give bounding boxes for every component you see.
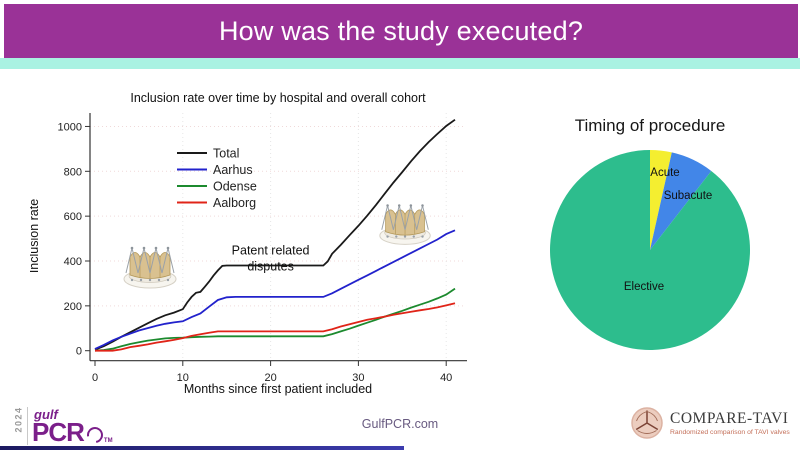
svg-text:800: 800 bbox=[64, 166, 82, 178]
compare-tavi-valve-icon bbox=[631, 407, 663, 439]
gulfpcr-logo-main: gulf PCR TM bbox=[32, 406, 113, 447]
svg-text:40: 40 bbox=[440, 372, 452, 384]
svg-text:0: 0 bbox=[92, 372, 98, 384]
series-line-aarhus bbox=[94, 229, 456, 350]
pie-chart-title: Timing of procedure bbox=[574, 116, 726, 135]
bottom-accent-bar bbox=[0, 446, 404, 450]
compare-tavi-subtitle: Randomized comparison of TAVI valves bbox=[670, 428, 790, 436]
gulfpcr-ring-icon bbox=[83, 424, 107, 447]
pie-label-acute: Acute bbox=[650, 167, 679, 179]
svg-text:30: 30 bbox=[352, 372, 364, 384]
svg-text:10: 10 bbox=[177, 372, 189, 384]
gulfpcr-logo-divider bbox=[27, 407, 28, 445]
grid-lines bbox=[90, 113, 466, 361]
svg-text:20: 20 bbox=[264, 372, 276, 384]
svg-text:200: 200 bbox=[64, 301, 82, 313]
tavi-valve-image-left bbox=[123, 246, 177, 289]
legend-label-total: Total bbox=[213, 147, 239, 161]
gulfpcr-logo: 2024 gulf PCR TM bbox=[12, 404, 113, 448]
svg-text:disputes: disputes bbox=[247, 259, 294, 273]
slide-title: How was the study executed? bbox=[218, 15, 584, 46]
pie-slice-acute bbox=[650, 150, 672, 250]
compare-tavi-text-block: COMPARE-TAVI Randomized comparison of TA… bbox=[670, 410, 790, 435]
pie-slice-subacute bbox=[650, 152, 712, 250]
legend-label-aarhus: Aarhus bbox=[213, 163, 253, 177]
legend-label-aalborg: Aalborg bbox=[213, 196, 256, 210]
gulfpcr-pcr-row: PCR TM bbox=[32, 416, 113, 447]
tavi-valve-image-right bbox=[379, 204, 431, 245]
compare-tavi-name: COMPARE-TAVI bbox=[670, 410, 789, 428]
line-chart-canvas: 0 10 20 30 4002004006008001000TotalAarhusOde… bbox=[27, 91, 467, 396]
svg-text:400: 400 bbox=[64, 256, 82, 268]
gulfpcr-gulf-text: gulf bbox=[34, 406, 58, 422]
svg-text:Patent related: Patent related bbox=[232, 243, 310, 257]
annotation-patent-disputes: Patent related disputes bbox=[232, 243, 310, 273]
series-line-odense bbox=[94, 287, 456, 352]
legend-label-odense: Odense bbox=[213, 180, 257, 194]
series-line-total bbox=[94, 118, 456, 351]
compare-tavi-logo: COMPARE-TAVI Randomized comparison of TA… bbox=[630, 406, 790, 440]
pie-label-subacute: Subacute bbox=[664, 190, 713, 202]
gulfpcr-website-text: GulfPCR.com bbox=[361, 417, 439, 431]
pie-label-elective: Elective bbox=[624, 281, 664, 293]
inclusion-rate-line-chart: 0 10 20 30 40 0 200 400 600 800 1000 Total Aarhus Ode… bbox=[27, 85, 500, 403]
header-bar: How was the study executed? bbox=[4, 4, 798, 58]
svg-text:1000: 1000 bbox=[58, 121, 82, 133]
gulfpcr-trademark-text: TM bbox=[103, 438, 113, 445]
series-line-aalborg bbox=[95, 302, 456, 352]
legend: Total Aarhus Odense Aalborg bbox=[177, 147, 257, 210]
pie-chart-canvas: Acute Subacute Elective bbox=[550, 150, 751, 350]
svg-text:0: 0 bbox=[76, 346, 82, 358]
x-axis-label: Months since first patient included bbox=[184, 382, 372, 396]
gulfpcr-pcr-text: PCR bbox=[32, 416, 85, 447]
svg-text:600: 600 bbox=[64, 211, 82, 223]
gulfpcr-year-text: 2024 bbox=[13, 406, 24, 433]
y-axis-label: Inclusion rate bbox=[30, 199, 41, 273]
pie-slice-elective bbox=[550, 150, 751, 350]
accent-strip bbox=[0, 58, 800, 69]
line-chart-title: Inclusion rate over time by hospital and… bbox=[130, 91, 426, 105]
